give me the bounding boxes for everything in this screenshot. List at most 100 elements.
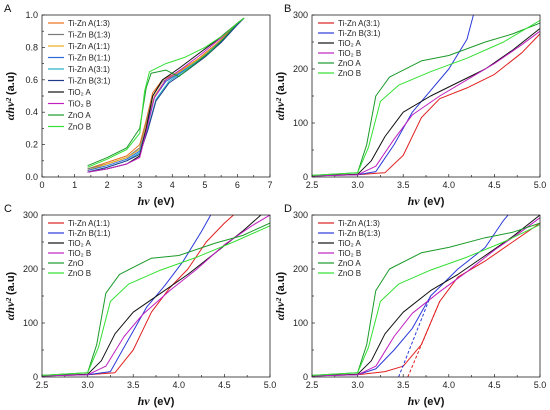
x-axis-symbol: hν: [138, 394, 151, 408]
y-axis-unit: (a.u): [275, 71, 287, 95]
plot-frame: [311, 14, 541, 178]
series-line: [42, 215, 212, 377]
plot-frame: [41, 214, 271, 378]
x-tick-label: 7: [267, 180, 272, 190]
y-axis-label: αhν² (a.u): [3, 71, 17, 120]
x-tick-label: 2.5: [36, 380, 49, 390]
x-tick-label: 2.5: [306, 180, 319, 190]
legend-label: Ti-Zn B(1:3): [338, 229, 381, 238]
chart-panel-a: A 0 1 2 3 4 5 6 7 0.0 0.2 0.4 0.6 0.8 1.0 Ti-Zn A(1:3) T…: [3, 3, 273, 208]
y-axis-label: αhν² (a.u): [273, 271, 287, 320]
x-tick-label: 3.5: [397, 380, 410, 390]
series-line: [87, 17, 245, 173]
legend-label: Ti-Zn B(1:1): [68, 54, 111, 63]
chart-panel-b: B 2.5 3.0 3.5 4.0 4.5 5.0 0 100 200 300 Ti-Zn A(3:1…: [273, 3, 546, 208]
y-tick-label: 100: [293, 118, 308, 128]
series-line: [42, 225, 270, 376]
series-line: [87, 17, 245, 170]
x-axis-unit: (eV): [424, 396, 445, 408]
y-axis-unit: (a.u): [275, 271, 287, 295]
series-line: [312, 33, 540, 177]
series-group: [87, 17, 245, 173]
y-tick-label: 0.0: [25, 172, 38, 182]
y-tick-label: 0: [33, 372, 38, 382]
y-axis-symbol: αhν²: [3, 98, 17, 121]
panel-label: C: [4, 203, 12, 215]
legend-label: TiO₂ B: [338, 249, 361, 258]
x-tick-label: 0: [39, 180, 44, 190]
y-axis-unit: (a.u): [5, 271, 17, 295]
legend-label: Ti-Zn B(3:1): [68, 77, 111, 86]
legend-label: ZnO A: [68, 111, 91, 120]
y-axis-label: αhν² (a.u): [3, 271, 17, 320]
legend-label: Ti-Zn A(3:1): [338, 19, 380, 28]
legend-label: ZnO A: [338, 259, 361, 268]
legend-label: Ti-Zn A(1:1): [68, 219, 110, 228]
series-line: [312, 215, 509, 377]
legend-label: Ti-Zn B(1:1): [68, 229, 111, 238]
legend-label: Ti-Zn A(1:3): [68, 19, 110, 28]
x-axis-unit: (eV): [154, 396, 175, 408]
y-tick-label: 200: [293, 64, 308, 74]
y-axis-label: αhν² (a.u): [273, 71, 287, 120]
series-line: [42, 215, 270, 377]
x-axis-label: hν (eV): [408, 394, 445, 408]
series-line: [312, 222, 540, 377]
plot-frame: [41, 14, 271, 178]
legend-label: Ti-Zn A(3:1): [68, 65, 110, 74]
y-tick-label: 300: [293, 210, 308, 220]
y-tick-label: 300: [293, 10, 308, 20]
legend-label: ZnO A: [338, 59, 361, 68]
series-line: [312, 217, 540, 377]
y-tick-label: 0.8: [25, 42, 38, 52]
series-line: [312, 28, 540, 177]
panel-label: D: [284, 203, 292, 215]
legend-label: ZnO B: [68, 123, 91, 132]
x-axis-symbol: hν: [138, 194, 151, 208]
y-tick-label: 1.0: [25, 10, 38, 20]
x-tick-label: 4.0: [443, 380, 456, 390]
x-axis-symbol: hν: [408, 194, 421, 208]
legend-label: TiO₂ A: [338, 39, 361, 48]
x-axis-label: hν (eV): [138, 194, 175, 208]
plot-frame: [311, 214, 541, 378]
legend-label: ZnO: [68, 259, 84, 268]
series-line: [312, 15, 474, 177]
legend-label: TiO₂ B: [68, 100, 91, 109]
panel-label: B: [284, 3, 291, 15]
legend-label: TiO₂ A: [68, 239, 91, 248]
x-tick-label: 1: [72, 180, 77, 190]
x-axis-label: hν (eV): [138, 394, 175, 408]
series-line: [312, 19, 540, 176]
x-tick-label: 3.0: [81, 380, 94, 390]
series-line: [87, 17, 245, 167]
x-tick-label: 3.0: [351, 180, 364, 190]
series-line: [42, 215, 234, 377]
x-tick-label: 5.0: [534, 180, 547, 190]
y-tick-label: 200: [293, 264, 308, 274]
x-tick-label: 5.0: [264, 380, 277, 390]
x-tick-label: 2.5: [306, 380, 319, 390]
chart-panel-d: D 2.5 3.0 3.5 4.0 4.5 5.0 0 100 200 300 Ti-Zn A(1:3…: [273, 203, 546, 408]
y-axis-symbol: αhν²: [273, 298, 287, 321]
chart-panel-c: C 2.5 3.0 3.5 4.0 4.5 5.0 0 100 200 300 Ti-Zn A(1:1…: [3, 203, 276, 408]
legend-label: TiO₂ B: [338, 49, 361, 58]
y-axis-symbol: αhν²: [273, 98, 287, 121]
series-line: [312, 222, 540, 376]
x-tick-label: 3.0: [351, 380, 364, 390]
x-tick-label: 5.0: [534, 380, 547, 390]
series-line: [312, 30, 540, 177]
legend-label: Ti-Zn A(1:1): [68, 42, 110, 51]
y-tick-label: 100: [293, 318, 308, 328]
legend-label: ZnO B: [338, 69, 361, 78]
y-tick-label: 0: [303, 372, 308, 382]
y-tick-label: 300: [23, 210, 38, 220]
x-tick-label: 4: [170, 180, 175, 190]
x-tick-label: 4.0: [443, 180, 456, 190]
series-line: [312, 22, 540, 176]
extrapolation-line: [398, 295, 432, 377]
legend-label: Ti-Zn A(1:3): [338, 219, 380, 228]
x-tick-label: 3.5: [397, 180, 410, 190]
series-line: [42, 222, 270, 376]
